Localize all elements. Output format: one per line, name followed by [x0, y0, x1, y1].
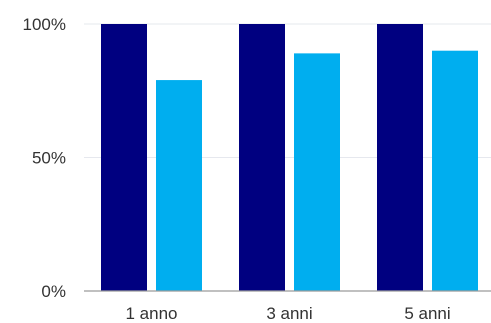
y-tick-label: 100% [23, 15, 66, 34]
y-tick-label: 50% [32, 149, 66, 168]
bars [101, 24, 478, 292]
y-tick-label: 0% [41, 282, 66, 301]
bar-series-1-3-anni [239, 24, 285, 291]
bar-series-1-5-anni [377, 24, 423, 291]
x-tick-label: 1 anno [126, 304, 178, 323]
x-tick-label: 3 anni [266, 304, 312, 323]
x-tick-label: 5 anni [404, 304, 450, 323]
bar-series-1-1-anno [101, 24, 147, 291]
x-axis-tick-labels: 1 anno 3 anni 5 anni [126, 304, 451, 323]
bar-series-2-1-anno [156, 80, 202, 291]
grid-lines [84, 23, 491, 158]
bar-series-2-3-anni [294, 53, 340, 292]
bar-series-2-5-anni [432, 50, 478, 292]
y-axis-tick-labels: 0% 50% 100% [23, 15, 66, 301]
